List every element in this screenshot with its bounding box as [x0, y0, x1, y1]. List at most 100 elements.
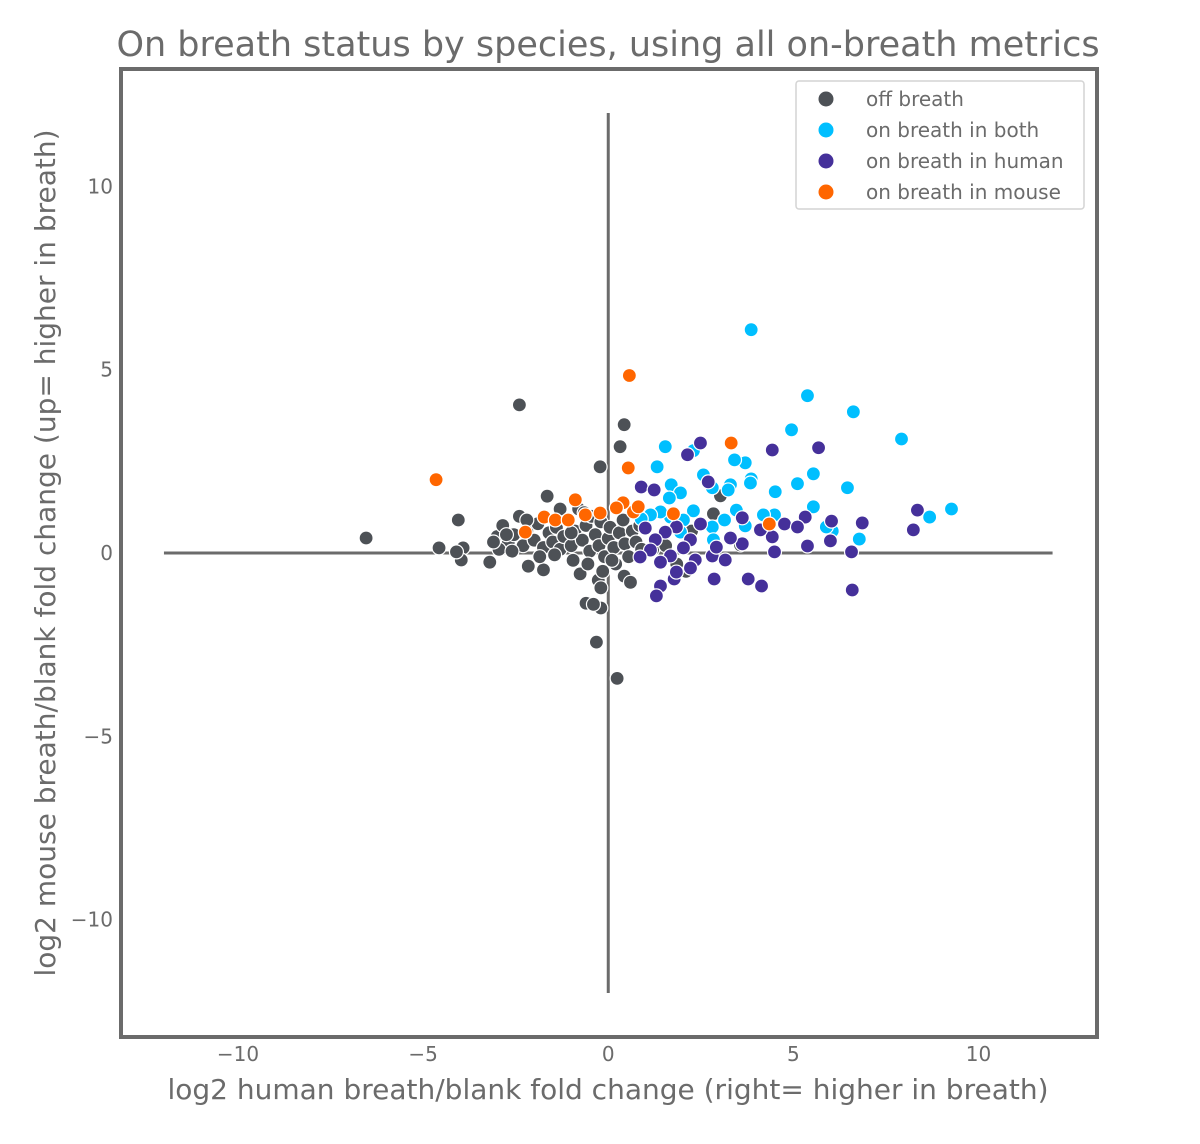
data-point — [517, 524, 533, 540]
data-point — [615, 512, 631, 528]
legend-label: on breath in both — [866, 118, 1039, 142]
legend-label: on breath in human — [866, 149, 1064, 173]
legend-box — [795, 80, 1085, 210]
y-tick-label: 10 — [88, 174, 113, 198]
legend-item: on breath in both — [818, 118, 1039, 142]
data-point — [580, 556, 596, 572]
data-point — [797, 509, 813, 525]
data-point — [592, 459, 608, 475]
data-point — [692, 435, 709, 451]
data-point — [761, 516, 777, 532]
data-point — [588, 634, 605, 650]
data-point — [700, 474, 716, 490]
data-point — [843, 544, 860, 560]
data-point — [823, 513, 840, 529]
data-point — [767, 484, 783, 500]
x-tick-label: 0 — [602, 1042, 615, 1066]
data-point — [652, 554, 669, 570]
data-point — [692, 516, 709, 532]
data-point — [604, 552, 620, 568]
data-point — [734, 536, 750, 552]
data-point — [592, 505, 608, 521]
legend-item: on breath in mouse — [818, 180, 1061, 204]
data-point — [682, 560, 699, 576]
data-point — [428, 472, 444, 488]
data-point — [482, 554, 498, 570]
data-point — [734, 510, 750, 526]
data-point — [753, 578, 770, 594]
data-point — [943, 501, 960, 517]
data-point — [723, 435, 739, 451]
data-point — [563, 525, 579, 541]
data-point — [642, 542, 659, 558]
series-on-breath-in-human — [632, 435, 926, 604]
data-point — [922, 509, 938, 525]
data-point — [740, 571, 756, 587]
data-point — [822, 533, 839, 549]
chart-title: On breath status by species, using all o… — [116, 25, 1099, 65]
data-point — [532, 549, 548, 565]
data-point — [630, 499, 646, 515]
legend-marker — [818, 184, 834, 200]
data-point — [675, 540, 692, 556]
data-point — [358, 530, 374, 546]
data-point — [743, 322, 759, 338]
legend-item: off breath — [818, 87, 964, 111]
data-point — [720, 482, 736, 498]
legend-label: on breath in mouse — [866, 180, 1061, 204]
data-point — [511, 397, 527, 413]
y-axis-label: log2 mouse breath/blank fold change (up=… — [29, 129, 62, 976]
data-point — [668, 564, 684, 580]
data-point — [789, 476, 806, 492]
data-point — [546, 547, 563, 563]
data-point — [810, 440, 827, 456]
data-point — [450, 512, 466, 528]
data-point — [565, 552, 581, 568]
data-point — [805, 466, 821, 482]
data-point — [893, 431, 910, 447]
data-point — [646, 482, 662, 498]
y-tick-label: 5 — [100, 358, 113, 382]
data-point — [805, 499, 821, 515]
series-on-breath-in-mouse — [428, 367, 777, 540]
data-point — [776, 516, 793, 532]
data-point — [717, 552, 733, 568]
series-on-breath-in-both — [633, 322, 960, 548]
data-point — [612, 439, 628, 455]
x-tick-label: 10 — [966, 1042, 991, 1066]
data-point — [620, 460, 636, 476]
data-point — [799, 388, 816, 404]
x-tick-label: −10 — [217, 1042, 259, 1066]
data-point — [708, 539, 724, 555]
data-point — [593, 580, 609, 596]
data-point — [574, 532, 590, 548]
legend: off breath on breath in both on breath in … — [795, 80, 1085, 210]
data-point — [799, 538, 816, 554]
data-point — [789, 519, 806, 535]
data-point — [621, 367, 637, 384]
data-point — [560, 512, 576, 528]
data-point — [742, 475, 759, 491]
data-point — [839, 480, 856, 496]
data-point — [783, 422, 800, 438]
plot-frame — [119, 67, 1099, 1039]
data-point — [547, 512, 563, 528]
data-point — [520, 558, 536, 574]
data-point — [854, 515, 870, 531]
data-point — [661, 490, 677, 506]
data-point — [616, 417, 632, 433]
data-point — [632, 549, 648, 565]
data-point — [649, 459, 665, 475]
data-point — [485, 534, 502, 550]
data-point — [577, 507, 593, 523]
data-point — [567, 492, 583, 508]
data-point — [657, 439, 673, 455]
data-point — [498, 527, 515, 543]
y-tick-label: −10 — [71, 908, 113, 932]
data-point — [766, 544, 783, 560]
data-point — [622, 574, 639, 590]
data-point — [431, 540, 447, 556]
data-point — [905, 522, 921, 538]
x-axis-label: log2 human breath/blank fold change (rig… — [167, 1073, 1048, 1106]
legend-marker — [818, 91, 834, 107]
